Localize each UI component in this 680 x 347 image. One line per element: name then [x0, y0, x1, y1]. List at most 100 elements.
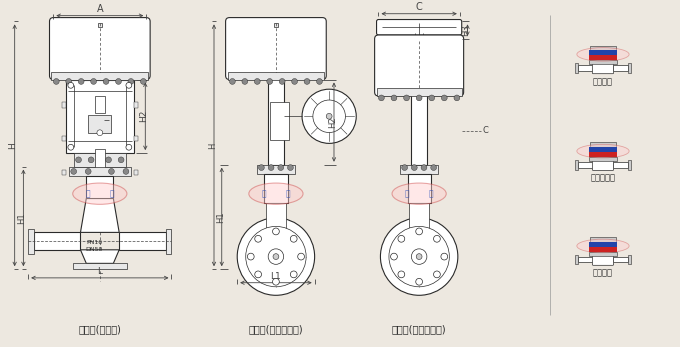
Circle shape: [118, 157, 124, 163]
Bar: [228, 72, 324, 79]
Bar: [73, 153, 126, 167]
Circle shape: [326, 113, 332, 119]
Bar: [265, 174, 288, 203]
Circle shape: [109, 169, 114, 174]
Bar: [88, 115, 112, 133]
Circle shape: [389, 226, 449, 287]
Circle shape: [421, 165, 427, 170]
FancyBboxPatch shape: [377, 19, 462, 35]
Circle shape: [411, 249, 427, 264]
Text: PN16: PN16: [86, 239, 102, 245]
Text: A: A: [97, 4, 103, 14]
Bar: [590, 237, 615, 242]
Ellipse shape: [392, 183, 446, 204]
FancyBboxPatch shape: [375, 35, 464, 96]
Bar: [575, 255, 578, 264]
Bar: [407, 174, 430, 203]
Bar: [98, 23, 102, 27]
Bar: [69, 167, 131, 176]
Circle shape: [454, 95, 460, 101]
Circle shape: [415, 278, 422, 285]
Text: 浄: 浄: [613, 51, 617, 58]
Text: H1: H1: [216, 211, 224, 223]
Circle shape: [66, 78, 71, 84]
Text: 川: 川: [590, 51, 594, 58]
FancyBboxPatch shape: [592, 159, 613, 170]
Bar: [590, 247, 617, 252]
Bar: [613, 256, 628, 262]
Bar: [578, 65, 594, 71]
Text: L: L: [97, 267, 102, 276]
Bar: [86, 176, 114, 198]
Circle shape: [434, 235, 441, 242]
Circle shape: [398, 235, 405, 242]
Bar: [409, 203, 429, 228]
Circle shape: [126, 83, 132, 88]
Ellipse shape: [577, 144, 629, 158]
FancyBboxPatch shape: [592, 62, 613, 74]
Bar: [590, 60, 617, 64]
Circle shape: [88, 157, 94, 163]
Text: L1: L1: [271, 272, 282, 281]
Text: 浄: 浄: [613, 148, 617, 154]
Circle shape: [434, 271, 441, 278]
Circle shape: [298, 253, 305, 260]
Text: 浄: 浄: [286, 189, 290, 198]
Circle shape: [278, 165, 284, 170]
Circle shape: [90, 78, 97, 84]
Circle shape: [273, 278, 279, 285]
Circle shape: [390, 253, 397, 260]
Polygon shape: [80, 198, 119, 232]
Bar: [590, 46, 615, 51]
Bar: [590, 51, 617, 55]
Circle shape: [279, 78, 285, 84]
Bar: [134, 169, 137, 175]
Bar: [590, 157, 617, 161]
Circle shape: [273, 228, 279, 235]
Circle shape: [78, 78, 84, 84]
Bar: [256, 165, 295, 174]
Circle shape: [441, 253, 447, 260]
Text: DN50: DN50: [85, 247, 103, 252]
Circle shape: [411, 165, 418, 170]
Bar: [590, 242, 617, 247]
Text: 承插焊连接: 承插焊连接: [590, 174, 615, 183]
Bar: [95, 96, 105, 113]
Circle shape: [229, 78, 235, 84]
Circle shape: [402, 165, 407, 170]
Ellipse shape: [73, 183, 127, 204]
Bar: [134, 102, 137, 108]
Text: 常温型(标准型): 常温型(标准型): [78, 324, 121, 334]
Bar: [590, 142, 615, 147]
Bar: [34, 232, 80, 250]
Bar: [578, 162, 594, 168]
Circle shape: [68, 83, 73, 88]
Circle shape: [416, 254, 422, 260]
Bar: [28, 229, 34, 254]
Text: H: H: [9, 142, 18, 149]
Circle shape: [242, 78, 248, 84]
Circle shape: [255, 235, 262, 242]
Circle shape: [68, 144, 73, 150]
Text: 川: 川: [85, 189, 90, 198]
Circle shape: [313, 100, 345, 133]
Circle shape: [302, 89, 356, 143]
Circle shape: [126, 144, 132, 150]
Circle shape: [254, 78, 260, 84]
Bar: [119, 232, 166, 250]
Text: 川: 川: [405, 189, 409, 198]
Circle shape: [85, 169, 91, 174]
Circle shape: [237, 218, 315, 295]
Bar: [628, 63, 631, 73]
Circle shape: [116, 78, 122, 84]
Circle shape: [141, 78, 146, 84]
Polygon shape: [80, 250, 119, 263]
Text: 对焊连接: 对焊连接: [593, 269, 613, 278]
Ellipse shape: [249, 183, 303, 204]
Circle shape: [71, 169, 77, 174]
Circle shape: [430, 165, 437, 170]
Bar: [377, 88, 462, 96]
Circle shape: [416, 95, 422, 101]
Circle shape: [441, 95, 447, 101]
Circle shape: [317, 78, 322, 84]
